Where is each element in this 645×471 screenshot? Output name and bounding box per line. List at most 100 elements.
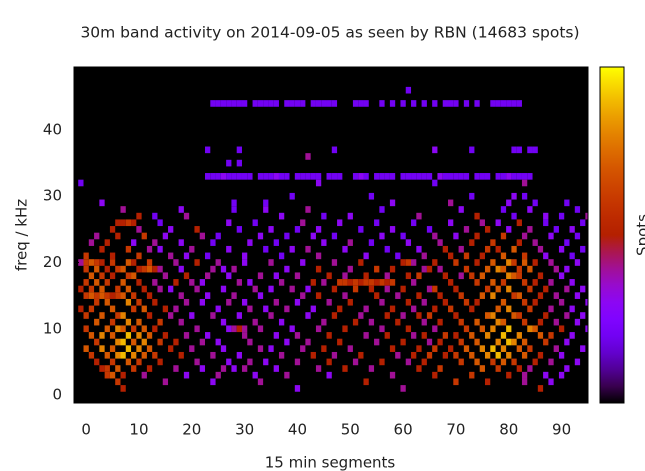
heatmap-cell: [310, 173, 316, 180]
heatmap-cell: [389, 173, 396, 180]
heatmap-cell: [490, 279, 496, 286]
heatmap-cell: [558, 245, 565, 253]
heatmap-cell: [125, 285, 132, 293]
heatmap-cell: [506, 226, 512, 233]
heatmap-cell: [474, 173, 480, 180]
heatmap-cell: [405, 358, 412, 366]
heatmap-cell: [400, 173, 406, 180]
heatmap-cell: [162, 305, 169, 313]
heatmap-cell: [527, 206, 533, 213]
heatmap-cell: [136, 252, 142, 260]
heatmap-cell: [506, 338, 512, 346]
heatmap-cell: [469, 332, 475, 339]
heatmap-cell: [109, 318, 116, 326]
heatmap-cell: [421, 298, 427, 306]
heatmap-cell: [173, 338, 179, 346]
heatmap-cell: [479, 365, 485, 372]
heatmap-cell: [337, 219, 343, 227]
heatmap-cell: [416, 365, 422, 372]
heatmap-cell: [437, 292, 443, 299]
heatmap-cell: [432, 305, 438, 313]
heatmap-cell: [389, 279, 396, 286]
heatmap-cell: [368, 239, 375, 246]
heatmap-cell: [474, 338, 480, 346]
heatmap-cell: [300, 292, 306, 299]
heatmap-cell: [331, 259, 338, 266]
heatmap-cell: [379, 325, 385, 333]
x-tick-label: 80: [499, 421, 518, 439]
heatmap-cell: [125, 318, 132, 326]
heatmap-cell: [532, 239, 538, 246]
heatmap-cell: [368, 192, 375, 200]
heatmap-cell: [432, 146, 438, 154]
heatmap-cell: [99, 312, 105, 319]
heatmap-cell: [331, 146, 338, 154]
heatmap-cell: [574, 232, 581, 240]
heatmap-cell: [463, 265, 470, 273]
heatmap-cell: [215, 100, 221, 107]
heatmap-cell: [532, 259, 538, 266]
heatmap-cell: [131, 239, 137, 246]
heatmap-cell: [315, 179, 322, 187]
heatmap-cell: [146, 265, 153, 273]
heatmap-cell: [88, 332, 95, 339]
heatmap-cell: [374, 279, 380, 286]
heatmap-cell: [426, 351, 433, 359]
heatmap-cell: [247, 338, 253, 346]
heatmap-cell: [157, 285, 163, 293]
heatmap-cell: [511, 292, 517, 299]
heatmap-cell: [400, 100, 406, 107]
heatmap-cell: [236, 159, 242, 167]
heatmap-cell: [416, 245, 422, 253]
heatmap-cell: [157, 318, 163, 326]
heatmap-cell: [125, 272, 132, 280]
heatmap-cell: [411, 279, 417, 286]
heatmap-cell: [268, 285, 274, 293]
heatmap-cell: [421, 332, 427, 339]
y-tick-label: 0: [52, 386, 62, 404]
heatmap-cell: [580, 285, 586, 293]
heatmap-cell: [495, 173, 501, 180]
heatmap-cell: [500, 332, 507, 339]
heatmap-cell: [131, 351, 137, 359]
heatmap-cell: [120, 325, 126, 333]
heatmap-cell: [548, 259, 554, 266]
heatmap-cell: [109, 358, 116, 366]
heatmap-cells: [78, 86, 588, 392]
heatmap-cell: [168, 252, 174, 260]
heatmap-cell: [569, 252, 575, 260]
heatmap-cell: [331, 173, 338, 180]
heatmap-cell: [432, 325, 438, 333]
heatmap-cell: [416, 173, 422, 180]
heatmap-cell: [521, 298, 528, 306]
heatmap-cell: [326, 100, 332, 107]
heatmap-cell: [405, 86, 412, 94]
heatmap-cell: [120, 385, 126, 392]
heatmap-cell: [379, 298, 385, 306]
heatmap-cell: [347, 298, 353, 306]
heatmap-cell: [183, 212, 190, 220]
heatmap-cell: [558, 212, 565, 220]
heatmap-cell: [337, 305, 343, 313]
heatmap-cell: [88, 239, 95, 246]
heatmap-cell: [183, 332, 190, 339]
heatmap-cell: [210, 312, 216, 319]
heatmap-cell: [537, 385, 544, 392]
heatmap-cell: [553, 265, 559, 273]
heatmap-cell: [157, 358, 163, 366]
heatmap-cell: [337, 173, 343, 180]
heatmap-cell: [537, 332, 544, 339]
heatmap-cell: [432, 371, 438, 379]
heatmap-cell: [437, 239, 443, 246]
heatmap-cell: [83, 279, 89, 286]
heatmap-cell: [500, 173, 507, 180]
heatmap-cell: [400, 285, 406, 293]
heatmap-cell: [500, 298, 507, 306]
heatmap-cell: [194, 285, 200, 293]
heatmap-cell: [141, 265, 147, 273]
heatmap-cell: [136, 298, 142, 306]
heatmap-cell: [83, 325, 89, 333]
heatmap-cell: [358, 279, 364, 286]
heatmap-cell: [374, 219, 380, 227]
heatmap-cell: [416, 272, 422, 280]
